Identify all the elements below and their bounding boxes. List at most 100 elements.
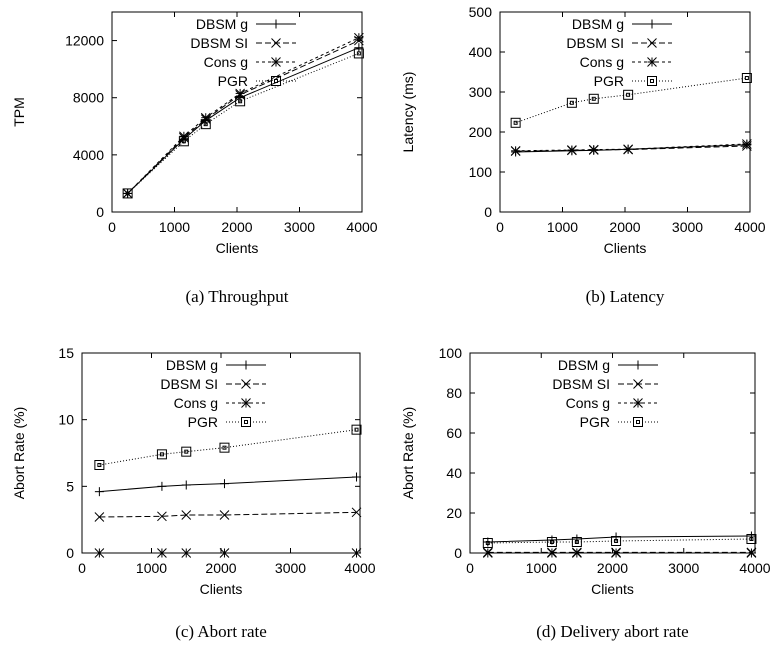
series-pgr [122, 48, 364, 199]
data-point [122, 188, 133, 199]
series-line [515, 77, 747, 124]
data-point [353, 48, 364, 59]
legend-label: DBSM SI [566, 35, 624, 51]
data-point [157, 548, 167, 558]
legend-marker [633, 417, 643, 427]
panel-caption: (a) Throughput [185, 287, 288, 306]
legend-marker [647, 76, 657, 86]
y-tick-label: 100 [469, 164, 493, 180]
data-point [94, 487, 104, 497]
data-point [611, 548, 621, 558]
legend: DBSM g DBSM SI Cons g PGR [160, 357, 266, 430]
legend-label: DBSM g [572, 16, 624, 32]
x-tick-label: 1000 [159, 219, 190, 235]
y-tick-label: 20 [446, 505, 462, 521]
y-tick-label: 0 [66, 545, 74, 561]
y-axis-label: Abort Rate (%) [400, 407, 416, 500]
data-point [547, 548, 557, 558]
data-point [510, 117, 521, 128]
series-line [99, 429, 357, 466]
y-tick-label: 8000 [73, 90, 104, 106]
legend-marker [241, 360, 251, 370]
x-tick-label: 4000 [734, 219, 765, 235]
data-point [623, 89, 634, 100]
legend-label: DBSM g [196, 16, 248, 32]
y-tick-label: 15 [58, 345, 74, 361]
x-tick-label: 4000 [739, 560, 770, 576]
data-point [219, 442, 230, 453]
legend-marker [633, 379, 643, 389]
x-tick-label: 1000 [547, 219, 578, 235]
data-point [742, 139, 752, 149]
data-point [611, 536, 622, 546]
legend-marker [633, 398, 643, 408]
y-tick-label: 500 [469, 4, 493, 20]
data-point [181, 548, 192, 558]
legend: DBSM g DBSM SI Cons g PGR [190, 16, 296, 89]
series-dbsm-g [511, 140, 752, 157]
data-point [746, 548, 757, 558]
x-tick-label: 0 [108, 219, 116, 235]
y-tick-label: 0 [484, 204, 492, 220]
y-tick-label: 10 [58, 412, 74, 428]
data-point [510, 145, 521, 156]
data-point [746, 531, 756, 541]
series-cons-g [482, 548, 757, 558]
data-point [94, 460, 105, 470]
x-tick-label: 0 [496, 219, 504, 235]
legend-label: DBSM g [166, 357, 218, 373]
legend: DBSM g DBSM SI Cons g PGR [552, 357, 658, 430]
series-dbsm-g [94, 472, 362, 497]
legend-label: Cons g [580, 54, 624, 70]
plot-frame [469, 352, 756, 554]
legend-label: Cons g [204, 54, 248, 70]
data-point [181, 480, 191, 490]
y-tick-label: 400 [469, 44, 493, 60]
y-tick-label: 0 [454, 545, 462, 561]
chart-panel-0: 0 1000 2000 3000 4000 0 4000 8000 12000 Clients TP… [11, 11, 378, 306]
x-tick-label: 2000 [221, 219, 252, 235]
x-tick-label: 4000 [344, 560, 375, 576]
x-tick-label: 1000 [136, 560, 167, 576]
data-point [546, 537, 557, 547]
legend-marker [647, 38, 657, 48]
panel-caption: (c) Abort rate [175, 622, 267, 641]
y-tick-label: 60 [446, 425, 462, 441]
legend-marker [241, 379, 251, 389]
y-axis-label: TPM [11, 97, 27, 127]
x-axis-label: Clients [604, 240, 647, 256]
y-tick-label: 0 [96, 204, 104, 220]
data-point [157, 481, 167, 491]
y-axis-label: Latency (ms) [400, 72, 416, 153]
legend-marker [241, 417, 251, 427]
legend-label: PGR [594, 73, 624, 89]
data-point [588, 144, 599, 155]
data-point [219, 548, 230, 558]
series-pgr [510, 73, 752, 128]
plot-frame [81, 352, 361, 554]
series-line [487, 538, 752, 544]
x-tick-label: 0 [78, 560, 86, 576]
y-tick-label: 300 [469, 84, 493, 100]
x-axis-label: Clients [200, 581, 243, 597]
data-point [482, 538, 493, 548]
x-tick-label: 3000 [668, 560, 699, 576]
data-point [200, 119, 211, 130]
legend-label: DBSM SI [160, 376, 218, 392]
legend-marker [633, 360, 643, 370]
legend-label: PGR [580, 414, 610, 430]
data-point [178, 136, 189, 147]
x-tick-label: 2000 [205, 560, 236, 576]
data-point [351, 424, 362, 435]
data-point [181, 510, 192, 520]
x-tick-label: 3000 [284, 219, 315, 235]
legend-label: PGR [188, 414, 218, 430]
data-point [181, 446, 192, 457]
x-tick-label: 4000 [346, 219, 377, 235]
data-point [566, 97, 577, 108]
data-point [588, 93, 599, 104]
x-tick-label: 1000 [526, 560, 557, 576]
x-tick-label: 3000 [275, 560, 306, 576]
panel-caption: (b) Latency [586, 287, 665, 306]
series-line [99, 511, 357, 518]
